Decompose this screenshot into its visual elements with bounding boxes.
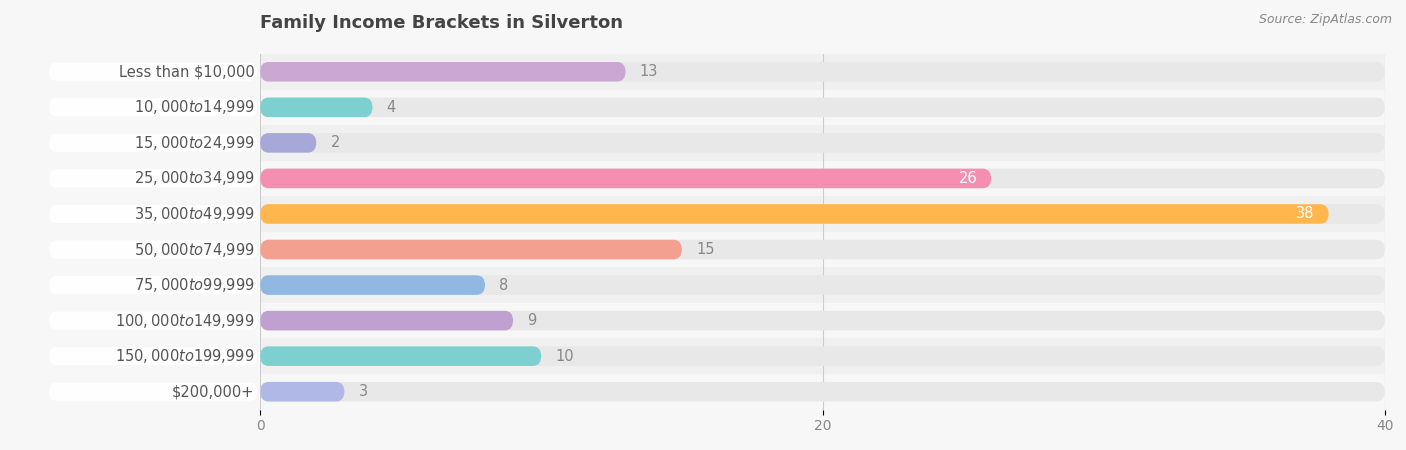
Bar xyxy=(260,125,1385,161)
Text: 38: 38 xyxy=(1296,207,1315,221)
Text: 10: 10 xyxy=(555,349,574,364)
Text: $15,000 to $24,999: $15,000 to $24,999 xyxy=(134,134,254,152)
Text: 4: 4 xyxy=(387,100,396,115)
FancyBboxPatch shape xyxy=(49,63,257,81)
Bar xyxy=(260,267,1385,303)
Text: $200,000+: $200,000+ xyxy=(172,384,254,399)
Text: Family Income Brackets in Silverton: Family Income Brackets in Silverton xyxy=(260,14,623,32)
FancyBboxPatch shape xyxy=(260,311,1385,330)
Text: $25,000 to $34,999: $25,000 to $34,999 xyxy=(134,170,254,187)
Bar xyxy=(260,338,1385,374)
Bar xyxy=(260,374,1385,410)
Text: 2: 2 xyxy=(330,135,340,150)
FancyBboxPatch shape xyxy=(49,311,257,330)
FancyBboxPatch shape xyxy=(49,134,257,152)
Text: 9: 9 xyxy=(527,313,537,328)
FancyBboxPatch shape xyxy=(49,240,257,259)
Text: 26: 26 xyxy=(959,171,977,186)
FancyBboxPatch shape xyxy=(260,98,373,117)
FancyBboxPatch shape xyxy=(260,204,1329,224)
Text: 15: 15 xyxy=(696,242,714,257)
FancyBboxPatch shape xyxy=(260,382,344,401)
Text: $50,000 to $74,999: $50,000 to $74,999 xyxy=(134,240,254,258)
FancyBboxPatch shape xyxy=(260,275,485,295)
FancyBboxPatch shape xyxy=(49,276,257,294)
FancyBboxPatch shape xyxy=(260,240,682,259)
FancyBboxPatch shape xyxy=(260,346,541,366)
Text: $75,000 to $99,999: $75,000 to $99,999 xyxy=(134,276,254,294)
Text: Source: ZipAtlas.com: Source: ZipAtlas.com xyxy=(1258,14,1392,27)
FancyBboxPatch shape xyxy=(260,98,1385,117)
Text: 8: 8 xyxy=(499,278,509,292)
Bar xyxy=(260,54,1385,90)
FancyBboxPatch shape xyxy=(260,275,1385,295)
Bar xyxy=(260,303,1385,338)
Text: 13: 13 xyxy=(640,64,658,79)
FancyBboxPatch shape xyxy=(260,311,513,330)
Bar xyxy=(260,161,1385,196)
FancyBboxPatch shape xyxy=(49,382,257,401)
Text: 3: 3 xyxy=(359,384,367,399)
Text: Less than $10,000: Less than $10,000 xyxy=(118,64,254,79)
FancyBboxPatch shape xyxy=(49,98,257,117)
FancyBboxPatch shape xyxy=(260,346,1385,366)
FancyBboxPatch shape xyxy=(49,169,257,188)
Bar xyxy=(260,196,1385,232)
FancyBboxPatch shape xyxy=(260,169,1385,188)
FancyBboxPatch shape xyxy=(260,382,1385,401)
FancyBboxPatch shape xyxy=(260,62,1385,81)
FancyBboxPatch shape xyxy=(260,169,991,188)
FancyBboxPatch shape xyxy=(260,133,1385,153)
Text: $100,000 to $149,999: $100,000 to $149,999 xyxy=(115,311,254,329)
FancyBboxPatch shape xyxy=(260,240,1385,259)
FancyBboxPatch shape xyxy=(49,347,257,365)
FancyBboxPatch shape xyxy=(260,133,316,153)
FancyBboxPatch shape xyxy=(260,62,626,81)
FancyBboxPatch shape xyxy=(260,204,1385,224)
Text: $35,000 to $49,999: $35,000 to $49,999 xyxy=(134,205,254,223)
FancyBboxPatch shape xyxy=(49,205,257,223)
Text: $10,000 to $14,999: $10,000 to $14,999 xyxy=(134,99,254,116)
Bar xyxy=(260,90,1385,125)
Text: $150,000 to $199,999: $150,000 to $199,999 xyxy=(115,347,254,365)
Bar xyxy=(260,232,1385,267)
